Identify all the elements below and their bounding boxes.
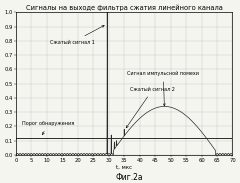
Text: Сжатый сигнал 1: Сжатый сигнал 1 (50, 25, 104, 45)
Text: Порог обнаружения: Порог обнаружения (22, 121, 74, 135)
Title: Сигналы на выходе фильтра сжатия линейного канала: Сигналы на выходе фильтра сжатия линейно… (26, 4, 223, 11)
Text: Фиг.2а: Фиг.2а (116, 173, 144, 182)
Text: Сигнал импульсной помехи: Сигнал импульсной помехи (127, 71, 199, 106)
Text: Сжатый сигнал 2: Сжатый сигнал 2 (126, 87, 175, 128)
X-axis label: t, мкс: t, мкс (116, 165, 132, 170)
